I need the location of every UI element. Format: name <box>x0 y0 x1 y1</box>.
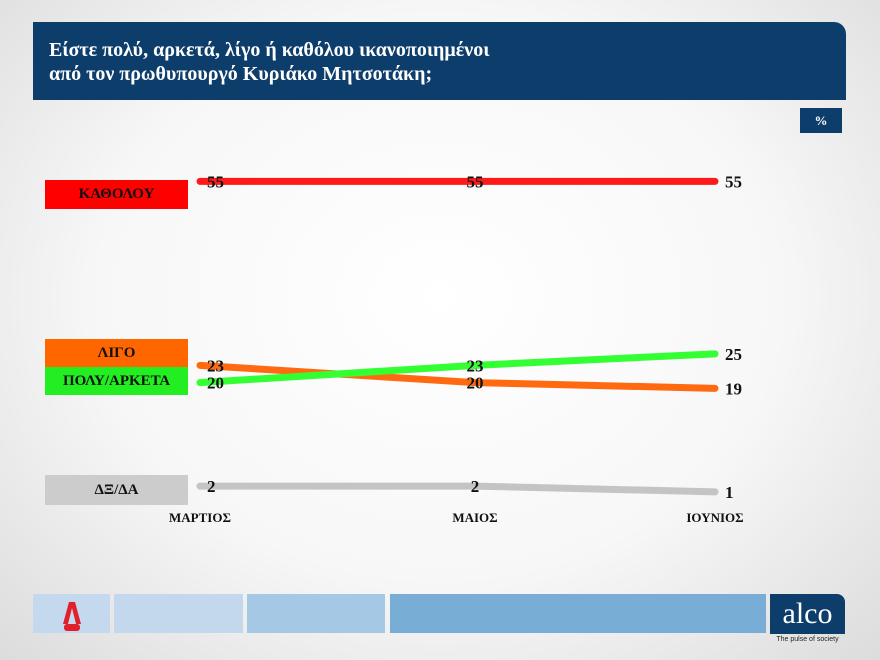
data-label: 20 <box>467 374 484 393</box>
legend-kathólou: ΚΑΘΟΛΟΥ <box>45 180 188 209</box>
footer-strip-3 <box>390 594 766 633</box>
x-tick-label: ΙΟΥΝΙΟΣ <box>686 510 743 525</box>
data-label: 25 <box>725 345 742 364</box>
x-tick-label: ΜΑΙΟΣ <box>452 510 497 525</box>
data-label: 1 <box>725 483 734 502</box>
series-line-2 <box>196 350 719 387</box>
alpha-logo-icon <box>63 602 81 631</box>
legend-label: ΔΞ/ΔΑ <box>94 481 139 498</box>
alco-tagline: The pulse of society <box>776 636 839 643</box>
data-label: 2 <box>207 477 216 496</box>
data-label: 19 <box>725 379 742 398</box>
footer-strip-2 <box>247 594 385 633</box>
title-bar: Είστε πολύ, αρκετά, λίγο ή καθόλου ικανο… <box>33 22 846 100</box>
legend-dk-na: ΔΞ/ΔΑ <box>45 475 188 505</box>
data-label: 2 <box>471 477 480 496</box>
data-label: 23 <box>207 356 224 375</box>
x-tick-label: ΜΑΡΤΙΟΣ <box>169 510 231 525</box>
legend-label: ΛΙΓΟ <box>97 344 136 361</box>
data-label: 23 <box>467 356 484 375</box>
chart-title: Είστε πολύ, αρκετά, λίγο ή καθόλου ικανο… <box>49 39 490 85</box>
legend-poly-arketa: ΠΟΛΥ/ΑΡΚΕΤΑ <box>45 367 188 395</box>
alco-logo: alco <box>770 594 845 634</box>
legend-label: ΠΟΛΥ/ΑΡΚΕΤΑ <box>62 372 171 389</box>
data-label: 55 <box>725 172 742 191</box>
footer-strip-1 <box>114 594 243 633</box>
legend-label: ΚΑΘΟΛΟΥ <box>78 186 155 202</box>
legend-ligo: ΛΙΓΟ <box>45 339 188 367</box>
series-line-3 <box>196 482 719 496</box>
data-label: 55 <box>467 172 484 191</box>
series-line-1 <box>196 361 719 392</box>
unit-badge: % <box>800 108 842 133</box>
data-label: 20 <box>207 374 224 393</box>
alpha-news-logo <box>33 594 110 633</box>
data-label: 55 <box>207 172 224 191</box>
